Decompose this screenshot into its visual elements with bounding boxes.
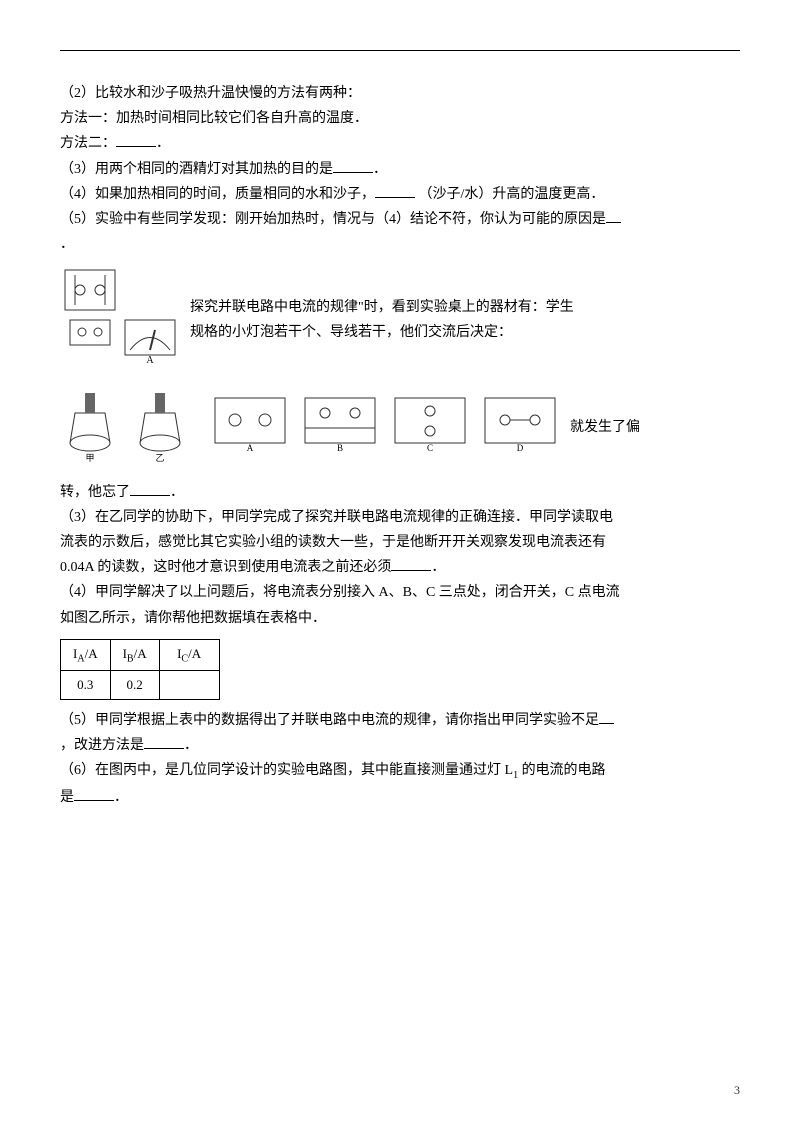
question-2: （2）比较水和沙子吸热升温快慢的方法有两种： [60,81,740,106]
q2-line-2: 转，他忘了 ． [60,480,740,505]
q3-line3-prefix: 0.04A 的读数，这时他才意识到使用电流表之前还必须 [60,560,391,575]
intro-text-block: 探究并联电路中电流的规律"时，看到实验桌上的器材有：学生 规格的小灯泡若干个、导… [190,295,740,345]
q3-line-1: （3）在乙同学的协助下，甲同学完成了探究并联电路电流规律的正确连接．甲同学读取电 [60,505,740,530]
q2-line2-prefix: 转，他忘了 [60,485,130,500]
document-content: （2）比较水和沙子吸热升温快慢的方法有两种： 方法一：加热时间相同比较它们各自升… [60,81,740,810]
blank-fill [606,209,621,223]
q4-prefix: （4）如果加热相同的时间，质量相同的水和沙子， [60,187,375,202]
q5-end: ． [60,232,740,257]
circuit-a: A [210,393,290,462]
header-ic: IC/A [159,639,219,671]
method-1: 方法一：加热时间相同比较它们各自升高的温度． [60,106,740,131]
circuit-c: C [390,393,470,462]
header-ia: IA/A [61,639,111,671]
q3-line-3: 0.04A 的读数，这时他才意识到使用电流表之前还必须 ． [60,555,740,580]
q6-line1-suffix: 的电流的电路 [518,763,606,778]
q3-prefix: （3）用两个相同的酒精灯对其加热的目的是 [60,162,333,177]
q5-prefix-sec2: （5）甲同学根据上表中的数据得出了并联电路中电流的规律，请你指出甲同学实验不足 [60,713,599,728]
svg-text:乙: 乙 [155,453,164,463]
blank-fill [391,557,431,571]
top-horizontal-rule [60,50,740,51]
question-5: （5）实验中有些同学发现：刚开始加热时，情况与（4）结论不符，你认为可能的原因是 [60,207,740,232]
intro-line-1: 探究并联电路中电流的规律"时，看到实验桌上的器材有：学生 [190,295,740,320]
table-data-row: 0.3 0.2 [61,671,220,699]
blank-fill [130,482,170,496]
question-3: （3）用两个相同的酒精灯对其加热的目的是 ． [60,157,740,182]
label-b: B [337,443,343,453]
blank-fill [375,184,415,198]
cell-ia: 0.3 [61,671,111,699]
q5-line2-suffix-sec2: ． [184,738,198,753]
blank-fill [74,787,114,801]
q4-line-2: 如图乙所示，请你帮他把数据填在表格中． [60,606,740,631]
svg-text:甲: 甲 [85,453,94,463]
circuit-options-row: 甲 乙 A B [60,383,740,472]
q5-prefix: （5）实验中有些同学发现：刚开始加热时，情况与（4）结论不符，你认为可能的原因是 [60,212,606,227]
data-table: IA/A IB/A IC/A 0.3 0.2 [60,639,220,700]
q4-mid: （沙子/水）升高的温度更高． [415,187,604,202]
q6-line2-suffix: ． [114,790,128,805]
q5-line2-prefix-sec2: ，改进方法是 [60,738,144,753]
q6-line-2: 是． [60,785,740,810]
q4-line-1: （4）甲同学解决了以上问题后，将电流表分别接入 A、B、C 三点处，闭合开关，C… [60,580,740,605]
apparatus-diagram-left: A [60,265,180,374]
q3-line3-suffix: ． [431,560,445,575]
question-4: （4）如果加热相同的时间，质量相同的水和沙子， （沙子/水）升高的温度更高． [60,182,740,207]
beaker-diagram: 甲 乙 [60,383,200,472]
q6-line-1: （6）在图丙中，是几位同学设计的实验电路图，其中能直接测量通过灯 L1 的电流的… [60,758,740,785]
method-2: 方法二： ． [60,131,740,156]
circuit-b: B [300,393,380,462]
q5-line-2-sec2: ，改进方法是 ． [60,733,740,758]
circuit-d: D [480,393,560,462]
method-2-suffix: ． [156,136,170,151]
svg-text:A: A [146,355,154,365]
label-d: D [517,443,524,453]
q6-line2-prefix: 是 [60,790,74,805]
page-number: 3 [734,1080,740,1102]
q6-line1-text: （6）在图丙中，是几位同学设计的实验电路图，其中能直接测量通过灯 L [60,763,513,778]
header-ib: IB/A [110,639,159,671]
intro-line-2: 规格的小灯泡若干个、导线若干，他们交流后决定： [190,320,740,345]
figure-row-1: A 探究并联电路中电流的规律"时，看到实验桌上的器材有：学生 规格的小灯泡若干个… [60,265,740,374]
q2-line2-suffix: ． [170,485,184,500]
blank-fill [116,133,156,147]
cell-ib: 0.2 [110,671,159,699]
q5-sec2: （5）甲同学根据上表中的数据得出了并联电路中电流的规律，请你指出甲同学实验不足 [60,708,740,733]
label-c: C [427,443,433,453]
method-2-prefix: 方法二： [60,136,116,151]
table-header-row: IA/A IB/A IC/A [61,639,220,671]
label-a: A [247,443,254,453]
blank-fill [599,710,614,724]
cell-ic [159,671,219,699]
q2-suffix-a: 就发生了偏 [570,415,640,440]
blank-fill [333,159,373,173]
blank-fill [144,735,184,749]
q3-line-2: 流表的示数后，感觉比其它实验小组的读数大一些，于是他断开开关观察发现电流表还有 [60,530,740,555]
q3-suffix: ． [373,162,387,177]
